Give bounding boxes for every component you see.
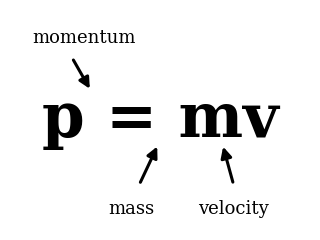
Text: velocity: velocity xyxy=(198,200,269,218)
Text: momentum: momentum xyxy=(32,30,135,48)
Text: mass: mass xyxy=(108,200,154,218)
Text: p = mv: p = mv xyxy=(42,90,278,150)
